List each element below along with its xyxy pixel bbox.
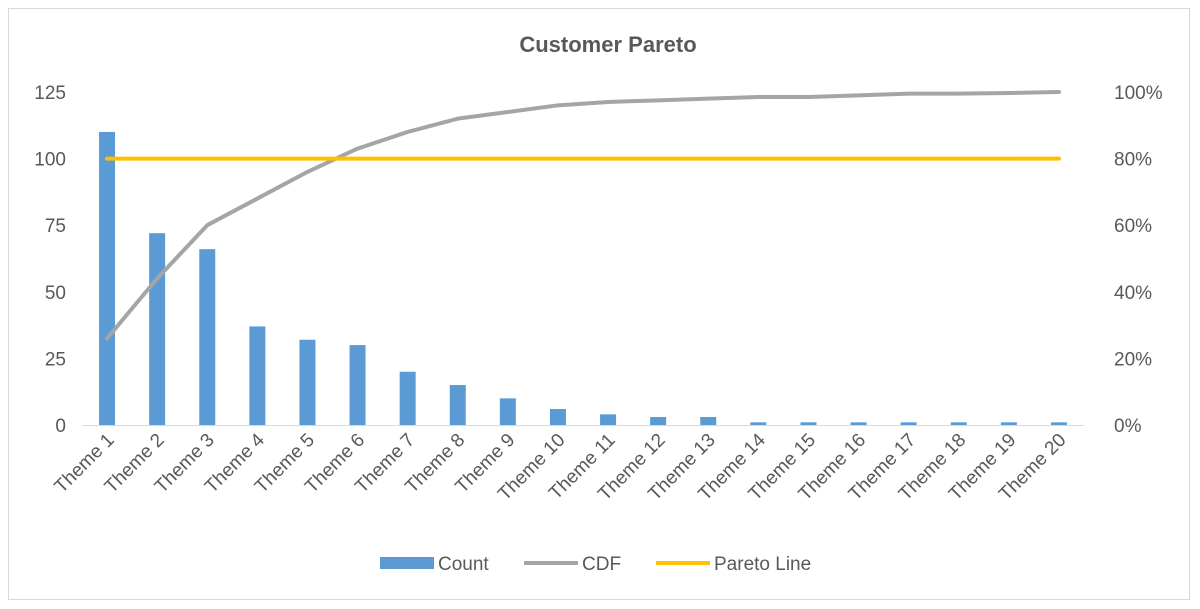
right-tick-label: 60% xyxy=(1114,216,1152,237)
bar-20 xyxy=(1050,422,1067,425)
bar-18 xyxy=(950,422,967,425)
bar-9 xyxy=(499,398,516,425)
bar-3 xyxy=(199,249,216,425)
bar-2 xyxy=(149,233,166,425)
right-axis: 0% 20% 40% 60% 80% 100% xyxy=(1114,83,1163,437)
left-tick-label: 125 xyxy=(34,83,66,104)
bar-11 xyxy=(600,414,617,425)
bar-17 xyxy=(900,422,917,425)
left-axis: 0 25 50 75 100 125 xyxy=(34,83,66,437)
legend-swatch-count xyxy=(380,557,434,569)
left-tick-label: 0 xyxy=(55,416,66,437)
bar-16 xyxy=(850,422,867,425)
legend-label: Count xyxy=(438,554,489,575)
bar-6 xyxy=(349,345,366,425)
bar-13 xyxy=(700,417,717,425)
legend-label: Pareto Line xyxy=(714,554,811,575)
bar-19 xyxy=(1000,422,1017,425)
bar-4 xyxy=(249,326,266,425)
line-series xyxy=(105,90,1061,341)
bar-8 xyxy=(449,385,466,425)
bar-12 xyxy=(650,417,667,425)
left-tick-label: 75 xyxy=(45,216,66,237)
right-tick-label: 100% xyxy=(1114,83,1163,104)
right-tick-label: 0% xyxy=(1114,416,1142,437)
left-tick-label: 50 xyxy=(45,283,66,304)
bar-14 xyxy=(750,422,767,425)
right-tick-label: 40% xyxy=(1114,283,1152,304)
bar-10 xyxy=(549,409,566,425)
right-tick-label: 80% xyxy=(1114,150,1152,171)
bar-5 xyxy=(299,339,316,425)
legend-label: CDF xyxy=(582,554,621,575)
chart-title: Customer Pareto xyxy=(519,32,696,57)
bar-series xyxy=(99,131,1067,425)
cdf-line xyxy=(105,90,1061,341)
right-tick-label: 20% xyxy=(1114,349,1152,370)
left-tick-label: 25 xyxy=(45,349,66,370)
bar-1 xyxy=(99,131,116,425)
left-tick-label: 100 xyxy=(34,150,66,171)
bar-7 xyxy=(399,371,416,425)
bar-15 xyxy=(800,422,817,425)
legend: Count CDF Pareto Line xyxy=(380,554,811,575)
